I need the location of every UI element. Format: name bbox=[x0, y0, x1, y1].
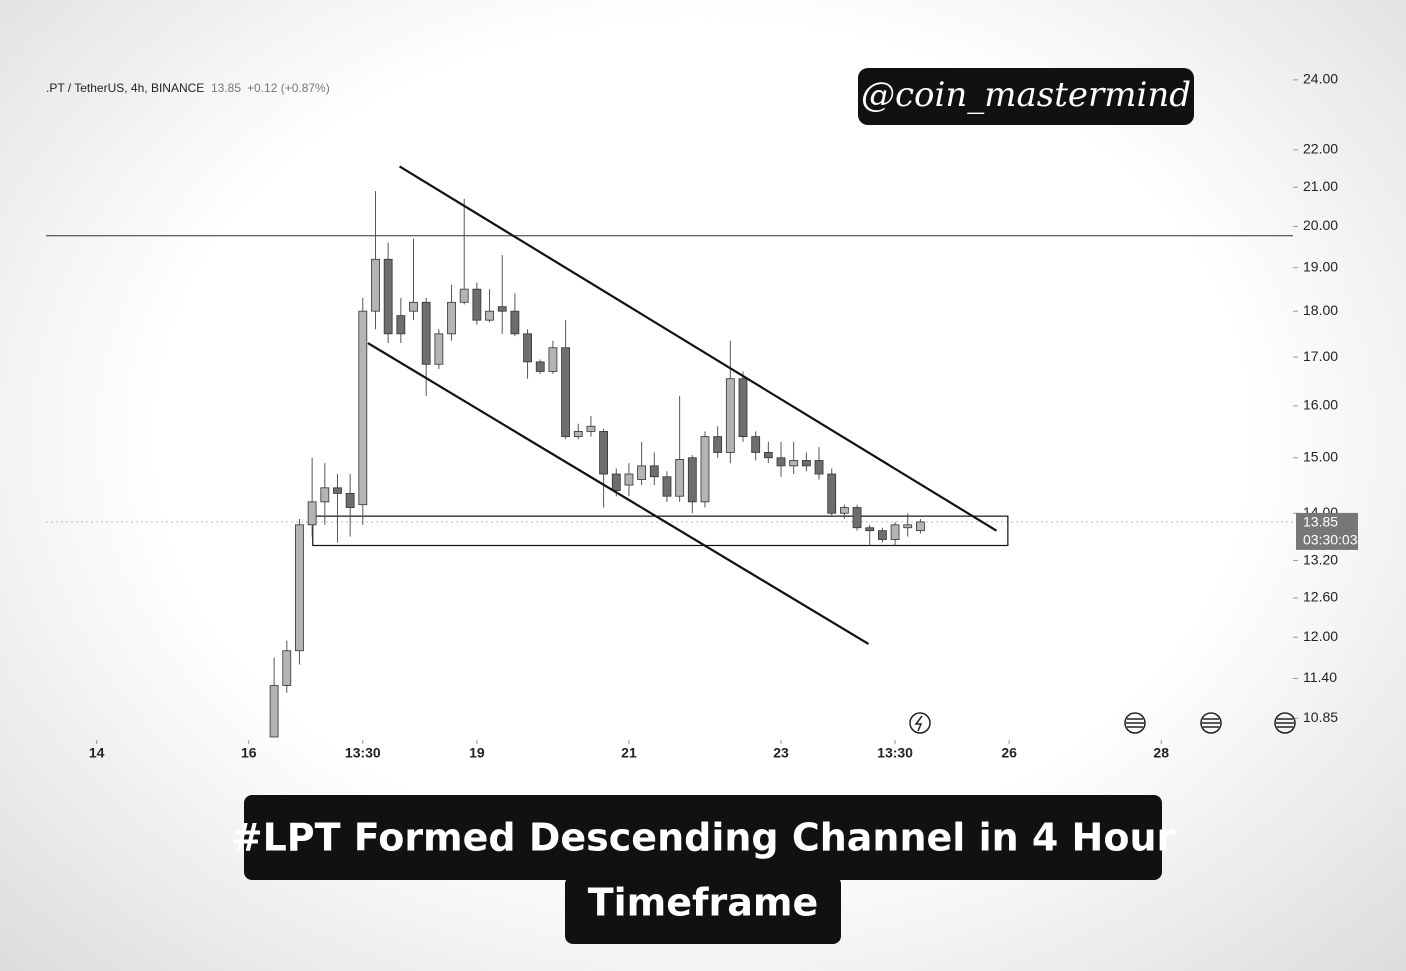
candle-body bbox=[497, 306, 507, 312]
candle-body bbox=[573, 431, 583, 438]
y-tick-label: 12.00 bbox=[1303, 628, 1338, 644]
candle-body bbox=[307, 501, 317, 526]
candle-body bbox=[345, 493, 355, 508]
candle-body bbox=[865, 527, 875, 532]
y-tick-label: 17.00 bbox=[1303, 348, 1338, 364]
caption-box bbox=[244, 795, 1162, 880]
x-tick-label: 13:30 bbox=[345, 745, 381, 761]
y-tick-label: 11.40 bbox=[1303, 669, 1337, 685]
price-tag-label: 13.85 bbox=[1303, 514, 1338, 530]
candle-body bbox=[903, 524, 913, 529]
y-tick-label: 15.00 bbox=[1303, 448, 1338, 464]
candle-body bbox=[649, 465, 659, 478]
candle-body bbox=[320, 487, 330, 503]
candle-body bbox=[371, 258, 380, 312]
countdown: 03:30:03 bbox=[1303, 532, 1358, 548]
candle-body bbox=[586, 425, 596, 432]
candle-body bbox=[839, 507, 849, 514]
candle-body bbox=[561, 347, 570, 438]
caption: #LPT Formed Descending Channel in 4 Hour bbox=[231, 816, 1176, 860]
y-tick-label: 20.00 bbox=[1303, 217, 1338, 233]
candle-body bbox=[827, 473, 837, 514]
y-tick-label: 18.00 bbox=[1303, 302, 1338, 318]
x-tick-label: 28 bbox=[1153, 745, 1169, 761]
candle-body bbox=[485, 310, 494, 321]
candle-body bbox=[510, 310, 520, 335]
candle-body bbox=[751, 436, 761, 453]
candle-body bbox=[675, 458, 685, 497]
candle-body bbox=[725, 378, 735, 453]
candle-body bbox=[599, 431, 609, 475]
y-tick-label: 12.60 bbox=[1303, 589, 1338, 605]
candle-body bbox=[396, 315, 406, 335]
candle-body bbox=[611, 473, 621, 492]
icons bbox=[909, 712, 1296, 734]
candle-body bbox=[776, 457, 786, 467]
candle-body bbox=[662, 476, 672, 497]
candle-body bbox=[916, 521, 925, 532]
candle-body bbox=[687, 457, 697, 503]
symbol: .PT / TetherUS, 4h, BINANCE bbox=[46, 81, 204, 95]
y-tick-label: 10.85 bbox=[1303, 709, 1338, 725]
watermark-box bbox=[858, 68, 1194, 125]
trend-line bbox=[367, 342, 870, 645]
candle-body bbox=[535, 361, 545, 372]
candle-body bbox=[523, 333, 532, 363]
candle-body bbox=[383, 258, 393, 335]
candle-body bbox=[763, 452, 773, 459]
candle-body bbox=[789, 460, 799, 467]
x-tick-label: 14 bbox=[89, 745, 105, 761]
candle-body bbox=[713, 436, 723, 453]
zone bbox=[312, 515, 1009, 547]
watermark: @coin_mastermind bbox=[861, 75, 1191, 115]
y-tick-label: 22.00 bbox=[1303, 141, 1338, 157]
candle-body bbox=[814, 460, 824, 475]
candle-body bbox=[548, 347, 558, 372]
candle-body bbox=[459, 288, 469, 303]
x-tick-label: 21 bbox=[621, 745, 637, 761]
y-tick-label: 21.00 bbox=[1303, 178, 1338, 194]
candle-body bbox=[421, 301, 431, 365]
header-price: 13.85 bbox=[211, 81, 241, 95]
candle-body bbox=[269, 685, 279, 738]
x-tick-label: 13:30 bbox=[877, 745, 913, 761]
caption-box bbox=[565, 876, 841, 944]
candle-body bbox=[358, 310, 368, 506]
x-tick-label: 16 bbox=[241, 745, 257, 761]
caption: Timeframe bbox=[588, 881, 819, 925]
candle-body bbox=[852, 507, 862, 529]
price-tag bbox=[1296, 512, 1358, 550]
plot: 24.00 22.00 21.00 20.00 19.00 18.00 17.00 16.00… bbox=[46, 71, 1358, 761]
x-tick-label: 23 bbox=[773, 745, 789, 761]
y-tick-label: 24.00 bbox=[1303, 71, 1338, 87]
y-tick-label: 16.00 bbox=[1303, 397, 1338, 413]
y-tick-label: 19.00 bbox=[1303, 258, 1338, 274]
header-change: +0.12 (+0.87%) bbox=[247, 81, 330, 95]
candle-body bbox=[282, 650, 292, 686]
candle-body bbox=[295, 524, 304, 652]
x-tick-label: 19 bbox=[469, 745, 485, 761]
x-tick-label: 26 bbox=[1001, 745, 1017, 761]
candle-body bbox=[409, 301, 418, 312]
candle-body bbox=[624, 473, 634, 486]
candle-body bbox=[801, 460, 811, 467]
candle-body bbox=[333, 487, 342, 494]
candle-body bbox=[472, 288, 482, 321]
candle-body bbox=[890, 524, 900, 540]
candle-body bbox=[878, 530, 887, 540]
y-tick-label: 13.20 bbox=[1303, 551, 1338, 567]
trend-line bbox=[398, 165, 998, 532]
candle-body bbox=[434, 333, 444, 365]
candle-body bbox=[447, 301, 456, 335]
candle-body bbox=[637, 465, 647, 480]
candle-body bbox=[738, 378, 748, 438]
candle-body bbox=[700, 436, 710, 503]
